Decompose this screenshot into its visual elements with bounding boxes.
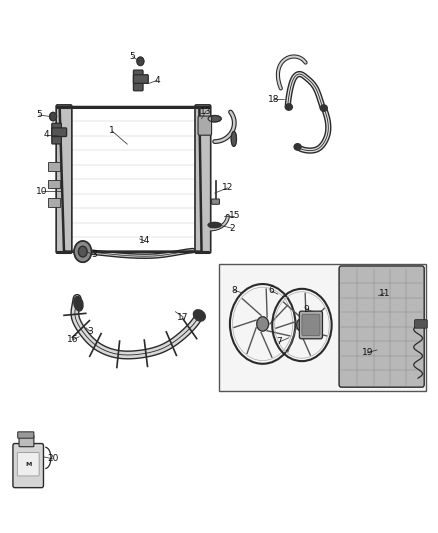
Ellipse shape [208,222,221,228]
Circle shape [257,317,268,331]
Text: 16: 16 [67,335,78,344]
Text: 19: 19 [362,348,373,357]
FancyBboxPatch shape [134,70,143,91]
Text: 1: 1 [109,126,115,135]
Text: 3: 3 [87,327,93,336]
Text: 4: 4 [154,76,160,85]
FancyBboxPatch shape [302,314,320,336]
Text: 9: 9 [304,304,309,313]
Text: 14: 14 [139,237,151,246]
Ellipse shape [208,116,221,122]
FancyBboxPatch shape [299,311,322,339]
Ellipse shape [286,104,292,110]
FancyBboxPatch shape [134,75,148,83]
Text: 15: 15 [229,212,240,221]
FancyBboxPatch shape [52,123,61,144]
Ellipse shape [74,296,83,311]
Text: 6: 6 [268,286,274,295]
FancyBboxPatch shape [13,443,43,488]
Text: 5: 5 [36,110,42,119]
Circle shape [74,241,92,262]
Text: 13: 13 [200,107,212,116]
Text: 12: 12 [222,183,233,192]
FancyBboxPatch shape [415,320,427,328]
Circle shape [78,246,87,257]
FancyBboxPatch shape [212,199,219,204]
FancyBboxPatch shape [56,105,72,253]
FancyBboxPatch shape [52,128,67,136]
Text: 17: 17 [177,312,189,321]
FancyBboxPatch shape [198,116,212,135]
FancyBboxPatch shape [18,432,34,438]
FancyBboxPatch shape [19,435,34,447]
Bar [48,180,60,188]
FancyBboxPatch shape [195,105,211,253]
Ellipse shape [294,144,301,150]
Text: 10: 10 [36,187,48,196]
Text: 2: 2 [229,224,235,233]
Text: M: M [25,462,32,467]
Ellipse shape [320,105,327,111]
Text: 7: 7 [276,337,282,346]
Text: 20: 20 [47,455,59,463]
Text: 8: 8 [231,286,237,295]
Circle shape [137,57,144,66]
Bar [48,163,60,171]
Ellipse shape [194,310,205,321]
FancyBboxPatch shape [339,266,424,387]
Bar [219,264,426,391]
Text: 18: 18 [268,94,279,103]
Text: 11: 11 [379,288,391,297]
FancyBboxPatch shape [17,453,39,476]
Ellipse shape [231,132,237,147]
Circle shape [297,319,307,332]
Text: 3: 3 [92,251,97,260]
Bar [48,198,60,207]
Circle shape [49,112,57,121]
Text: 4: 4 [44,130,49,139]
Text: 5: 5 [130,52,135,61]
